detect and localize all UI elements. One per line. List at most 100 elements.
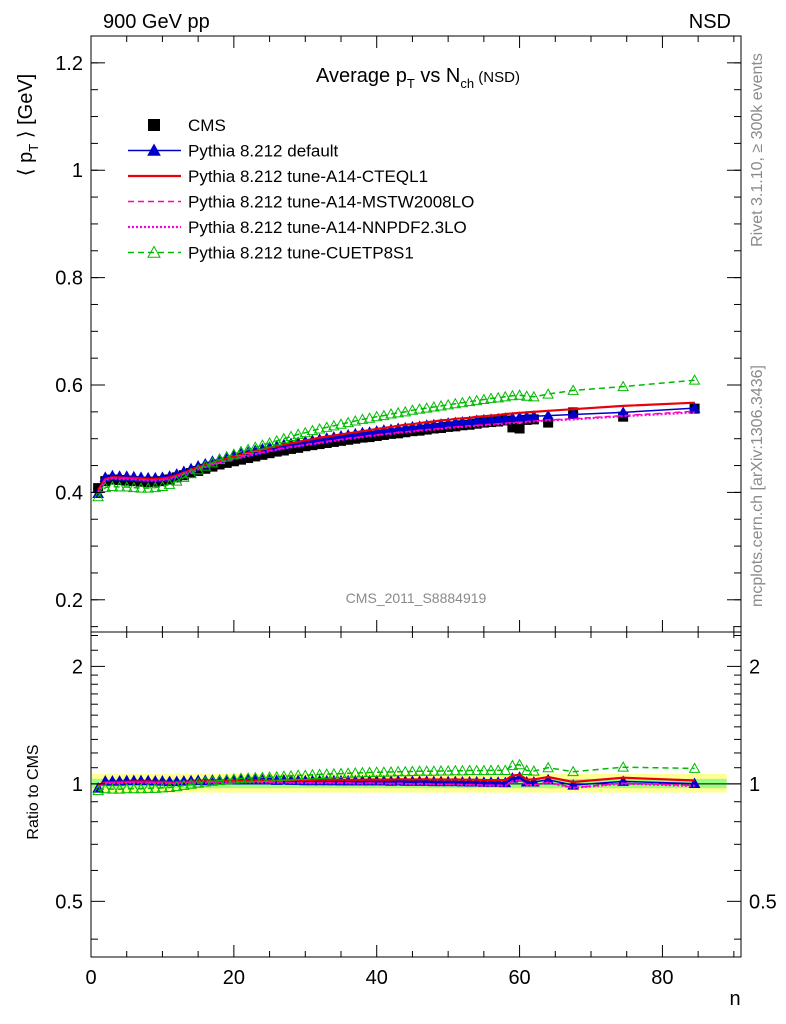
series-marker-pythia-8-212-tune-cuetp8s1 <box>356 413 369 424</box>
ratio-tick-label: 2 <box>72 656 83 678</box>
ratio-series-layer <box>92 758 701 796</box>
series-marker-pythia-8-212-tune-cuetp8s1 <box>463 395 476 407</box>
series-marker-pythia-8-212-tune-cuetp8s1 <box>320 421 333 432</box>
series-marker-pythia-8-212-tune-cuetp8s1 <box>278 432 290 444</box>
legend-label: Pythia 8.212 tune-A14-MSTW2008LO <box>188 193 474 212</box>
series-marker-pythia-8-212-tune-cuetp8s1 <box>456 396 469 408</box>
x-tick-label: 60 <box>508 967 530 989</box>
ratio-marker-pythia-8-212-tune-cuetp8s1 <box>263 771 276 782</box>
series-marker-pythia-8-212-tune-cuetp8s1 <box>428 400 440 412</box>
x-tick-label: 40 <box>366 967 388 989</box>
series-marker-pythia-8-212-tune-cuetp8s1 <box>492 391 504 403</box>
ratio-marker-pythia-8-212-tune-cuetp8s1 <box>428 765 440 776</box>
ratio-marker-pythia-8-212-default <box>442 775 454 787</box>
series-marker-pythia-8-212-tune-cuetp8s1 <box>292 428 304 439</box>
series-line-pythia-8-212-tune-cuetp8s1 <box>97 379 695 498</box>
series-marker-pythia-8-212-tune-cuetp8s1 <box>120 480 133 492</box>
ratio-marker-pythia-8-212-tune-cuetp8s1 <box>528 765 540 776</box>
ratio-marker-pythia-8-212-tune-cuetp8s1 <box>335 767 347 779</box>
tick-layer: 0 20 40 60 80 0.2 0.4 0.6 0.8 1 1.2 0.5 0.5 1 1 2 2 <box>55 36 777 989</box>
ratio-marker-pythia-8-212-tune-cuetp8s1 <box>185 778 197 789</box>
x-tick-label: 80 <box>651 967 673 989</box>
ratio-marker-pythia-8-212-tune-cuetp8s1 <box>449 764 462 776</box>
ratio-marker-pythia-8-212-tune-cuetp8s1 <box>99 782 112 794</box>
series-marker-pythia-8-212-default <box>378 424 390 435</box>
ratio-marker-pythia-8-212-default <box>406 775 419 786</box>
ratio-marker-pythia-8-212-tune-cuetp8s1 <box>385 765 397 777</box>
ratio-marker-pythia-8-212-tune-cuetp8s1 <box>370 766 383 777</box>
series-marker-pythia-8-212-tune-cuetp8s1 <box>392 406 404 418</box>
series-marker-pythia-8-212-tune-cuetp8s1 <box>378 409 390 421</box>
series-marker-pythia-8-212-tune-cuetp8s1 <box>349 414 362 426</box>
series-marker-pythia-8-212-tune-cuetp8s1 <box>420 402 433 413</box>
ratio-marker-pythia-8-212-tune-cuetp8s1 <box>442 765 454 776</box>
series-marker-pythia-8-212-tune-cuetp8s1 <box>485 392 497 403</box>
y-tick-label: 0.6 <box>55 375 83 397</box>
ratio-marker-pythia-8-212-tune-cuetp8s1 <box>220 773 233 785</box>
series-line-pythia-8-212-tune-a14-nnpdf2-3lo <box>97 411 695 493</box>
series-marker-pythia-8-212-tune-cuetp8s1 <box>335 418 347 429</box>
ratio-marker-pythia-8-212-tune-cuetp8s1 <box>363 766 376 777</box>
series-marker-pythia-8-212-tune-cuetp8s1 <box>285 430 297 442</box>
ratio-marker-pythia-8-212-tune-cuetp8s1 <box>420 765 433 776</box>
ratio-marker-pythia-8-212-tune-cuetp8s1 <box>470 764 483 776</box>
ratio-marker-pythia-8-212-tune-cuetp8s1 <box>213 774 226 786</box>
ratio-marker-pythia-8-212-tune-cuetp8s1 <box>135 782 147 794</box>
ratio-marker-pythia-8-212-tune-cuetp8s1 <box>256 771 269 782</box>
ratio-marker-pythia-8-212-tune-cuetp8s1 <box>463 764 476 776</box>
x-tick-label: 20 <box>223 967 245 989</box>
legend-marker-cms <box>148 119 160 131</box>
series-marker-pythia-8-212-tune-cuetp8s1 <box>256 439 269 450</box>
ratio-marker-pythia-8-212-tune-cuetp8s1 <box>349 766 362 778</box>
ratio-marker-pythia-8-212-tune-cuetp8s1 <box>128 782 140 794</box>
series-marker-pythia-8-212-default <box>492 412 504 424</box>
ratio-marker-pythia-8-212-tune-cuetp8s1 <box>92 784 104 796</box>
ratio-marker-pythia-8-212-tune-cuetp8s1 <box>492 764 504 775</box>
series-marker-pythia-8-212-tune-cuetp8s1 <box>242 443 254 454</box>
ratio-frame <box>90 631 742 958</box>
ratio-marker-pythia-8-212-tune-cuetp8s1 <box>328 767 340 779</box>
ratio-marker-pythia-8-212-tune-cuetp8s1 <box>285 769 297 781</box>
ratio-marker-pythia-8-212-tune-cuetp8s1 <box>413 765 426 776</box>
series-marker-pythia-8-212-default <box>528 410 540 421</box>
series-marker-pythia-8-212-tune-cuetp8s1 <box>228 448 240 459</box>
ratio-marker-pythia-8-212-default <box>463 775 476 787</box>
ratio-marker-pythia-8-212-tune-cuetp8s1 <box>506 759 519 771</box>
ratio-tick-label: 0.5 <box>55 891 83 913</box>
ratio-marker-pythia-8-212-tune-cuetp8s1 <box>356 766 369 778</box>
ratio-y-label: Ratio to CMS <box>25 744 42 839</box>
series-marker-pythia-8-212-default <box>485 413 497 424</box>
ratio-marker-pythia-8-212-tune-cuetp8s1 <box>456 764 469 776</box>
ratio-marker-pythia-8-212-tune-cuetp8s1 <box>513 758 526 770</box>
series-marker-pythia-8-212-default <box>520 410 533 422</box>
ratio-marker-pythia-8-212-tune-cuetp8s1 <box>313 768 326 779</box>
header-left: 900 GeV pp <box>103 11 210 33</box>
ratio-marker-pythia-8-212-tune-cuetp8s1 <box>149 782 162 793</box>
ratio-marker-pythia-8-212-tune-cuetp8s1 <box>192 777 204 788</box>
legend-label: Pythia 8.212 default <box>188 142 339 161</box>
series-marker-pythia-8-212-tune-cuetp8s1 <box>113 480 126 492</box>
legend-label: Pythia 8.212 tune-A14-NNPDF2.3LO <box>188 218 467 237</box>
series-marker-pythia-8-212-tune-cuetp8s1 <box>220 450 233 462</box>
series-marker-pythia-8-212-default <box>506 411 519 423</box>
series-line-pythia-8-212-tune-a14-cteql1 <box>97 401 695 491</box>
header-right: NSD <box>689 11 731 33</box>
y-axis-label: ⟨ pT ⟩ [GeV] <box>15 74 41 177</box>
ratio-marker-pythia-8-212-tune-cuetp8s1 <box>142 782 154 793</box>
ratio-marker-pythia-8-212-tune-cuetp8s1 <box>688 762 701 773</box>
series-marker-pythia-8-212-tune-cuetp8s1 <box>106 480 119 491</box>
ratio-marker-pythia-8-212-tune-cuetp8s1 <box>106 783 119 794</box>
ratio-marker-pythia-8-212-tune-cuetp8s1 <box>485 764 497 775</box>
ratio-marker-pythia-8-212-tune-cuetp8s1 <box>399 765 412 777</box>
series-marker-pythia-8-212-tune-cuetp8s1 <box>249 441 262 452</box>
watermark: CMS_2011_S8884919 <box>346 590 487 606</box>
series-line-pythia-8-212-default <box>97 407 695 494</box>
series-marker-pythia-8-212-tune-cuetp8s1 <box>499 390 512 402</box>
ratio-marker-pythia-8-212-default <box>542 773 554 785</box>
ratio-marker-pythia-8-212-tune-cuetp8s1 <box>120 782 133 794</box>
x-axis-label: n <box>729 988 740 1010</box>
legend-marker <box>147 245 161 258</box>
ratio-marker-pythia-8-212-tune-cuetp8s1 <box>206 775 219 786</box>
ratio-marker-pythia-8-212-tune-cuetp8s1 <box>342 767 354 778</box>
